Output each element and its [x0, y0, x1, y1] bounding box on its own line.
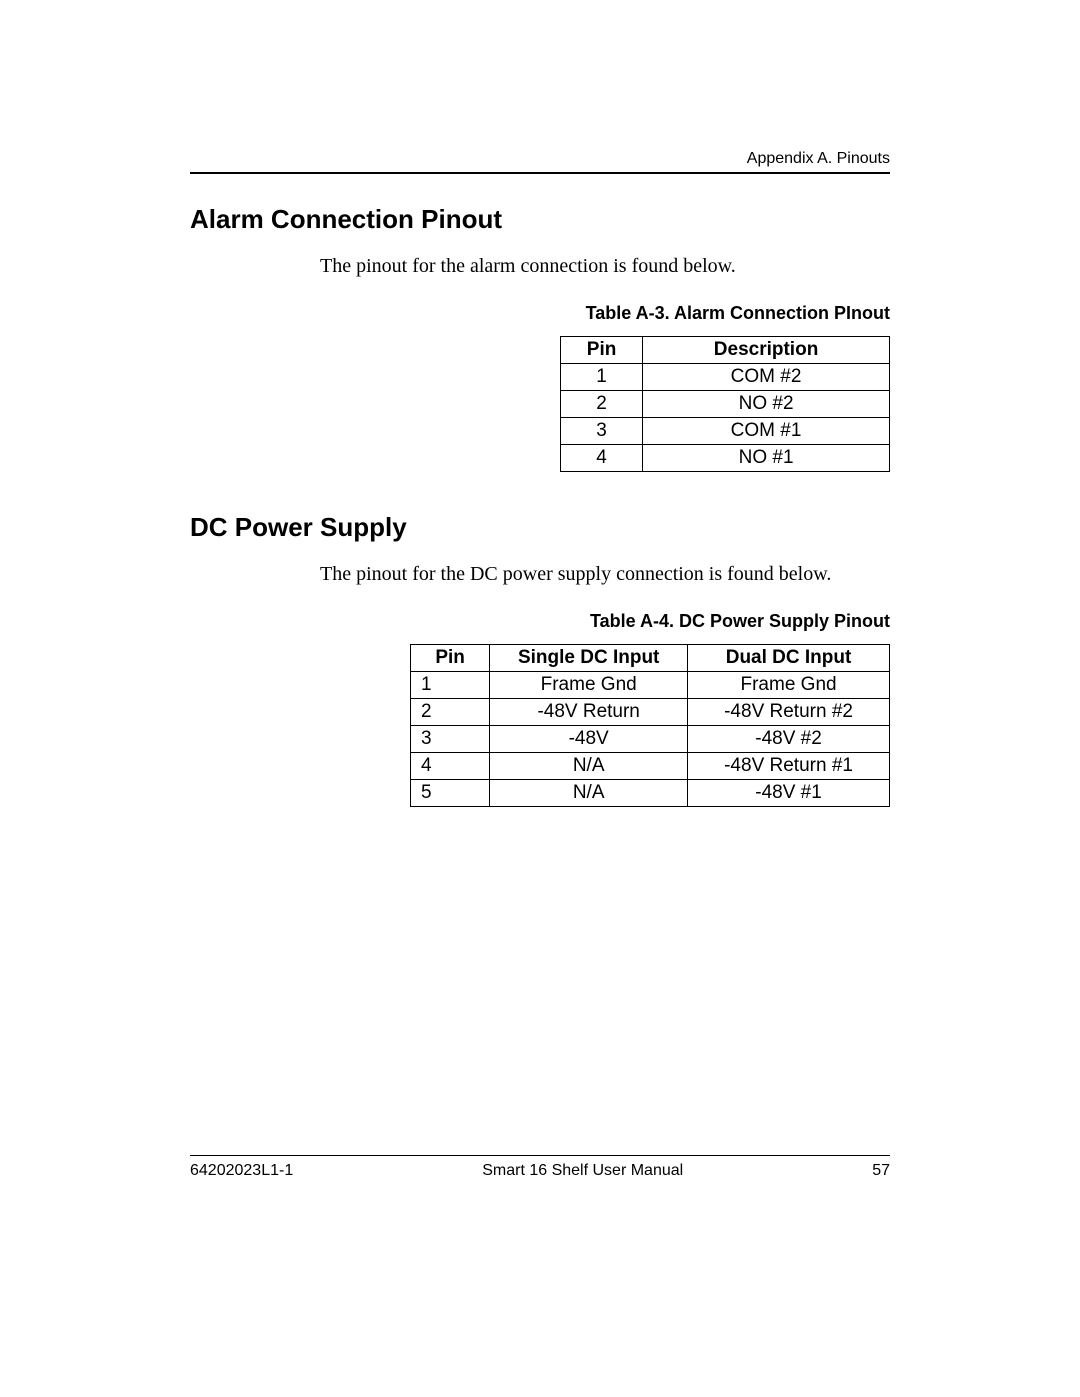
col-pin: Pin — [561, 337, 643, 364]
footer-pagenum: 57 — [872, 1162, 890, 1180]
cell-pin: 2 — [411, 699, 490, 726]
col-dual: Dual DC Input — [688, 645, 890, 672]
table-row: 5 N/A -48V #1 — [411, 780, 890, 807]
table-row: 2 NO #2 — [561, 391, 890, 418]
cell-single: N/A — [490, 780, 688, 807]
footer-docnum: 64202023L1-1 — [190, 1162, 293, 1180]
cell-pin: 3 — [411, 726, 490, 753]
table-row: 1 Frame Gnd Frame Gnd — [411, 672, 890, 699]
cell-pin: 1 — [561, 364, 643, 391]
cell-dual: -48V #2 — [688, 726, 890, 753]
cell-dual: Frame Gnd — [688, 672, 890, 699]
cell-desc: COM #1 — [643, 418, 890, 445]
section-heading-alarm: Alarm Connection Pinout — [190, 204, 890, 235]
table-header-row: Pin Description — [561, 337, 890, 364]
table-caption-a4: Table A-4. DC Power Supply Pinout — [190, 611, 890, 632]
table-row: 1 COM #2 — [561, 364, 890, 391]
page: Appendix A. Pinouts Alarm Connection Pin… — [0, 0, 1080, 1397]
footer-rule — [190, 1155, 890, 1156]
section-intro-alarm: The pinout for the alarm connection is f… — [190, 255, 890, 278]
table-caption-a3: Table A-3. Alarm Connection PInout — [190, 303, 890, 324]
footer-title: Smart 16 Shelf User Manual — [482, 1162, 683, 1180]
table-row: 4 NO #1 — [561, 445, 890, 472]
table-row: 3 COM #1 — [561, 418, 890, 445]
cell-pin: 4 — [561, 445, 643, 472]
running-head: Appendix A. Pinouts — [190, 150, 890, 172]
table-row: 2 -48V Return -48V Return #2 — [411, 699, 890, 726]
table-alarm-pinout: Pin Description 1 COM #2 2 NO #2 3 COM #… — [560, 336, 890, 472]
col-description: Description — [643, 337, 890, 364]
header-rule — [190, 172, 890, 174]
cell-desc: NO #1 — [643, 445, 890, 472]
col-single: Single DC Input — [490, 645, 688, 672]
cell-desc: COM #2 — [643, 364, 890, 391]
cell-desc: NO #2 — [643, 391, 890, 418]
table-row: 4 N/A -48V Return #1 — [411, 753, 890, 780]
page-footer: 64202023L1-1 Smart 16 Shelf User Manual … — [190, 1155, 890, 1180]
section-intro-dc: The pinout for the DC power supply conne… — [190, 563, 890, 586]
cell-dual: -48V #1 — [688, 780, 890, 807]
cell-pin: 3 — [561, 418, 643, 445]
section-heading-dc: DC Power Supply — [190, 512, 890, 543]
cell-pin: 1 — [411, 672, 490, 699]
cell-single: N/A — [490, 753, 688, 780]
cell-single: -48V Return — [490, 699, 688, 726]
cell-pin: 4 — [411, 753, 490, 780]
cell-dual: -48V Return #2 — [688, 699, 890, 726]
table-header-row: Pin Single DC Input Dual DC Input — [411, 645, 890, 672]
cell-pin: 2 — [561, 391, 643, 418]
table-dc-pinout: Pin Single DC Input Dual DC Input 1 Fram… — [410, 644, 890, 807]
cell-single: -48V — [490, 726, 688, 753]
col-pin: Pin — [411, 645, 490, 672]
table-row: 3 -48V -48V #2 — [411, 726, 890, 753]
cell-single: Frame Gnd — [490, 672, 688, 699]
cell-dual: -48V Return #1 — [688, 753, 890, 780]
cell-pin: 5 — [411, 780, 490, 807]
